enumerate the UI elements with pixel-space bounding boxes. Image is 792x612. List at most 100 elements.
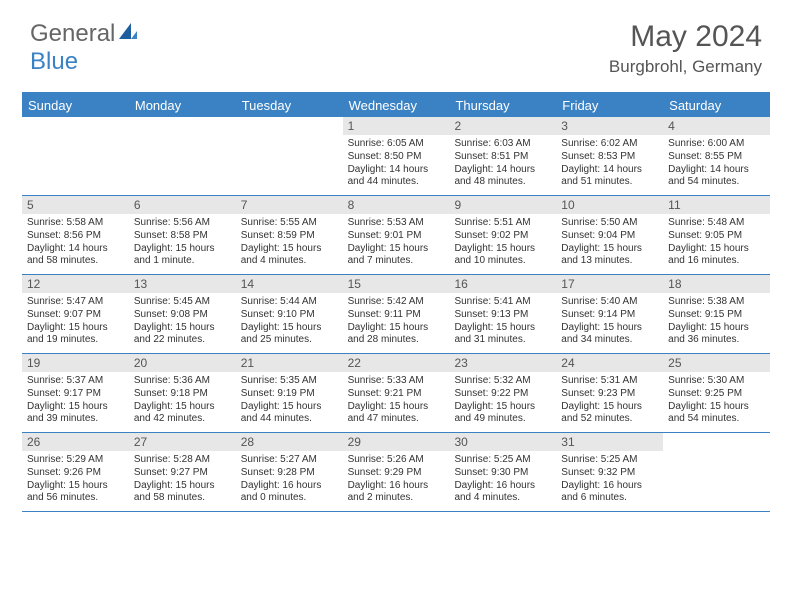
sunset-text: Sunset: 9:13 PM — [454, 309, 551, 322]
daylight-text: Daylight: 14 hours and 44 minutes. — [348, 164, 445, 190]
day-cell — [236, 117, 343, 195]
day-number: 26 — [22, 433, 129, 451]
daylight-text: Daylight: 15 hours and 22 minutes. — [134, 322, 231, 348]
sunset-text: Sunset: 8:56 PM — [27, 230, 124, 243]
sunset-text: Sunset: 9:19 PM — [241, 388, 338, 401]
dow-mon: Monday — [129, 94, 236, 117]
day-body: Sunrise: 5:25 AMSunset: 9:30 PMDaylight:… — [449, 451, 556, 510]
day-body: Sunrise: 5:56 AMSunset: 8:58 PMDaylight:… — [129, 214, 236, 273]
day-number: 31 — [556, 433, 663, 451]
day-cell: 17Sunrise: 5:40 AMSunset: 9:14 PMDayligh… — [556, 275, 663, 353]
day-body: Sunrise: 5:35 AMSunset: 9:19 PMDaylight:… — [236, 372, 343, 431]
sunrise-text: Sunrise: 5:42 AM — [348, 296, 445, 309]
sunrise-text: Sunrise: 5:41 AM — [454, 296, 551, 309]
sunrise-text: Sunrise: 5:51 AM — [454, 217, 551, 230]
sunset-text: Sunset: 8:59 PM — [241, 230, 338, 243]
day-number: 22 — [343, 354, 450, 372]
day-number: 10 — [556, 196, 663, 214]
day-cell: 27Sunrise: 5:28 AMSunset: 9:27 PMDayligh… — [129, 433, 236, 511]
day-number: 23 — [449, 354, 556, 372]
dow-wed: Wednesday — [343, 94, 450, 117]
day-body: Sunrise: 5:36 AMSunset: 9:18 PMDaylight:… — [129, 372, 236, 431]
day-body: Sunrise: 5:33 AMSunset: 9:21 PMDaylight:… — [343, 372, 450, 431]
daylight-text: Daylight: 15 hours and 19 minutes. — [27, 322, 124, 348]
sunrise-text: Sunrise: 5:47 AM — [27, 296, 124, 309]
daylight-text: Daylight: 14 hours and 54 minutes. — [668, 164, 765, 190]
day-cell: 10Sunrise: 5:50 AMSunset: 9:04 PMDayligh… — [556, 196, 663, 274]
sunset-text: Sunset: 9:04 PM — [561, 230, 658, 243]
week-row: 1Sunrise: 6:05 AMSunset: 8:50 PMDaylight… — [22, 117, 770, 196]
day-number: 19 — [22, 354, 129, 372]
sunrise-text: Sunrise: 6:03 AM — [454, 138, 551, 151]
day-body: Sunrise: 5:37 AMSunset: 9:17 PMDaylight:… — [22, 372, 129, 431]
day-number: 24 — [556, 354, 663, 372]
daylight-text: Daylight: 15 hours and 10 minutes. — [454, 243, 551, 269]
daylight-text: Daylight: 15 hours and 47 minutes. — [348, 401, 445, 427]
day-cell: 3Sunrise: 6:02 AMSunset: 8:53 PMDaylight… — [556, 117, 663, 195]
daylight-text: Daylight: 15 hours and 49 minutes. — [454, 401, 551, 427]
day-number: 9 — [449, 196, 556, 214]
dow-sun: Sunday — [22, 94, 129, 117]
daylight-text: Daylight: 15 hours and 1 minute. — [134, 243, 231, 269]
dow-tue: Tuesday — [236, 94, 343, 117]
sunrise-text: Sunrise: 5:29 AM — [27, 454, 124, 467]
day-cell — [22, 117, 129, 195]
day-cell: 2Sunrise: 6:03 AMSunset: 8:51 PMDaylight… — [449, 117, 556, 195]
day-cell: 4Sunrise: 6:00 AMSunset: 8:55 PMDaylight… — [663, 117, 770, 195]
sunrise-text: Sunrise: 5:28 AM — [134, 454, 231, 467]
day-number: 11 — [663, 196, 770, 214]
dow-thu: Thursday — [449, 94, 556, 117]
sunset-text: Sunset: 9:11 PM — [348, 309, 445, 322]
sunset-text: Sunset: 9:02 PM — [454, 230, 551, 243]
sunset-text: Sunset: 8:50 PM — [348, 151, 445, 164]
sunset-text: Sunset: 9:27 PM — [134, 467, 231, 480]
sunset-text: Sunset: 9:15 PM — [668, 309, 765, 322]
sunset-text: Sunset: 9:25 PM — [668, 388, 765, 401]
sunset-text: Sunset: 9:18 PM — [134, 388, 231, 401]
day-cell: 19Sunrise: 5:37 AMSunset: 9:17 PMDayligh… — [22, 354, 129, 432]
sunset-text: Sunset: 9:32 PM — [561, 467, 658, 480]
day-cell: 26Sunrise: 5:29 AMSunset: 9:26 PMDayligh… — [22, 433, 129, 511]
day-cell: 14Sunrise: 5:44 AMSunset: 9:10 PMDayligh… — [236, 275, 343, 353]
sunrise-text: Sunrise: 5:25 AM — [454, 454, 551, 467]
sunset-text: Sunset: 9:07 PM — [27, 309, 124, 322]
day-number — [236, 117, 343, 135]
daylight-text: Daylight: 15 hours and 16 minutes. — [668, 243, 765, 269]
daylight-text: Daylight: 15 hours and 31 minutes. — [454, 322, 551, 348]
day-number: 13 — [129, 275, 236, 293]
daylight-text: Daylight: 15 hours and 4 minutes. — [241, 243, 338, 269]
sunrise-text: Sunrise: 6:02 AM — [561, 138, 658, 151]
day-cell — [129, 117, 236, 195]
sunset-text: Sunset: 9:30 PM — [454, 467, 551, 480]
day-cell: 22Sunrise: 5:33 AMSunset: 9:21 PMDayligh… — [343, 354, 450, 432]
logo: General — [30, 20, 139, 48]
daylight-text: Daylight: 16 hours and 2 minutes. — [348, 480, 445, 506]
sunset-text: Sunset: 9:29 PM — [348, 467, 445, 480]
daylight-text: Daylight: 16 hours and 0 minutes. — [241, 480, 338, 506]
day-number: 1 — [343, 117, 450, 135]
day-body: Sunrise: 5:32 AMSunset: 9:22 PMDaylight:… — [449, 372, 556, 431]
daylight-text: Daylight: 16 hours and 4 minutes. — [454, 480, 551, 506]
sunrise-text: Sunrise: 5:58 AM — [27, 217, 124, 230]
day-body: Sunrise: 6:02 AMSunset: 8:53 PMDaylight:… — [556, 135, 663, 194]
day-cell: 28Sunrise: 5:27 AMSunset: 9:28 PMDayligh… — [236, 433, 343, 511]
day-body: Sunrise: 5:28 AMSunset: 9:27 PMDaylight:… — [129, 451, 236, 510]
day-number: 29 — [343, 433, 450, 451]
day-number: 14 — [236, 275, 343, 293]
daylight-text: Daylight: 15 hours and 52 minutes. — [561, 401, 658, 427]
day-body: Sunrise: 6:00 AMSunset: 8:55 PMDaylight:… — [663, 135, 770, 194]
day-cell: 30Sunrise: 5:25 AMSunset: 9:30 PMDayligh… — [449, 433, 556, 511]
day-cell: 31Sunrise: 5:25 AMSunset: 9:32 PMDayligh… — [556, 433, 663, 511]
sunrise-text: Sunrise: 5:37 AM — [27, 375, 124, 388]
day-body: Sunrise: 5:45 AMSunset: 9:08 PMDaylight:… — [129, 293, 236, 352]
day-cell: 24Sunrise: 5:31 AMSunset: 9:23 PMDayligh… — [556, 354, 663, 432]
logo-text-general: General — [30, 20, 115, 48]
sunset-text: Sunset: 9:23 PM — [561, 388, 658, 401]
daylight-text: Daylight: 15 hours and 44 minutes. — [241, 401, 338, 427]
header: General May 2024 Burgbrohl, Germany — [0, 0, 792, 87]
day-cell: 1Sunrise: 6:05 AMSunset: 8:50 PMDaylight… — [343, 117, 450, 195]
daylight-text: Daylight: 15 hours and 13 minutes. — [561, 243, 658, 269]
sunset-text: Sunset: 9:10 PM — [241, 309, 338, 322]
sunrise-text: Sunrise: 5:53 AM — [348, 217, 445, 230]
daylight-text: Daylight: 15 hours and 7 minutes. — [348, 243, 445, 269]
